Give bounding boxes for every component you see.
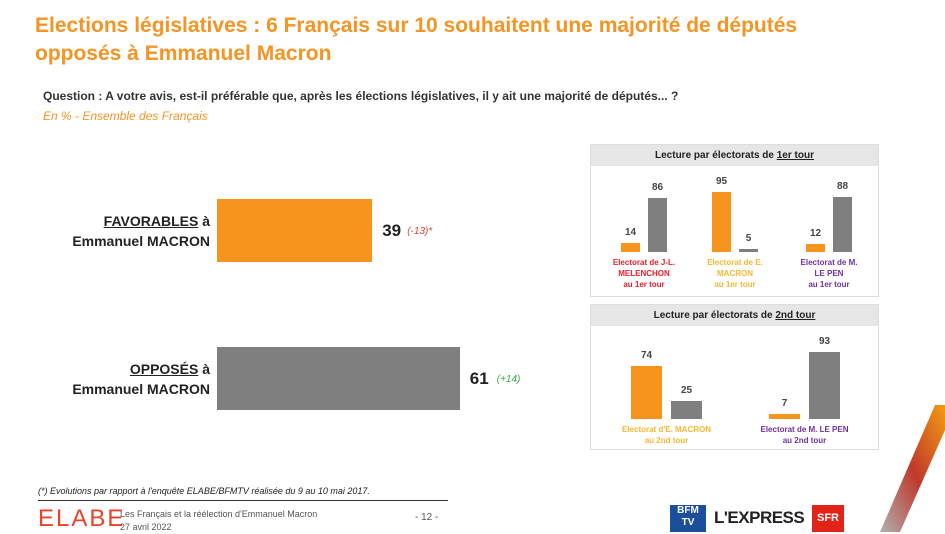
evolution-label: (+14) xyxy=(496,374,521,385)
sub-bar xyxy=(769,413,800,419)
sub-bar xyxy=(621,243,640,252)
second-round-panel: Lecture par électorats de 2nd tour 74 25 El… xyxy=(590,304,879,450)
category-label-line1: FAVORABLES à xyxy=(30,211,210,231)
sub-value-label: 12 xyxy=(809,228,822,240)
group-label-line: Electorat de M. xyxy=(800,258,858,267)
panel-header: Lecture par électorats de 1er tour xyxy=(591,145,878,166)
page-title: Elections législatives : 6 Français sur … xyxy=(35,14,798,65)
sub-bar xyxy=(833,196,852,252)
group-label-line: MELENCHON xyxy=(618,269,670,278)
elabe-logo: ELABE xyxy=(38,505,126,532)
group-label-line: LE PEN xyxy=(814,269,844,278)
group-label-line: au 1er tour xyxy=(623,280,665,289)
category-label-line2: Emmanuel MACRON xyxy=(72,381,210,397)
group-label-line: au 1er tour xyxy=(808,280,850,289)
sub-bar xyxy=(671,401,702,419)
sub-value-label: 95 xyxy=(715,176,728,188)
category-label-rest: à xyxy=(198,361,210,377)
sub-bar xyxy=(809,352,840,419)
footnote: (*) Evolutions par rapport à l'enquête E… xyxy=(38,486,370,496)
scope-text: En % - Ensemble des Français xyxy=(43,109,208,123)
footer-subtitle: Les Français et la réélection d'Emmanuel… xyxy=(120,508,317,534)
group-label-line: Electorat de E. xyxy=(707,258,763,267)
panel-title-underlined: 2nd tour xyxy=(775,310,816,321)
sub-value-label: 86 xyxy=(651,181,664,193)
lexpress-logo: L'EXPRESS xyxy=(714,508,805,527)
sub-bar xyxy=(648,197,667,252)
footer-study-title: Les Français et la réélection d'Emmanuel… xyxy=(120,509,318,519)
group-label: Electorat de J-L. MELENCHON au 1er tour xyxy=(584,257,704,290)
group-label-line: au 1er tour xyxy=(714,280,756,289)
panel-header: Lecture par électorats de 2nd tour xyxy=(591,305,878,326)
evolution-label: (-13)* xyxy=(407,226,433,237)
value-label: 39 xyxy=(382,221,402,240)
group-label: Electorat de E. MACRON au 1er tour xyxy=(675,257,795,290)
category-label-rest: à xyxy=(198,213,210,229)
main-bar xyxy=(217,199,373,262)
question-text: Question : A votre avis, est-il préférab… xyxy=(43,89,679,103)
group-label-line: Electorat de J-L. xyxy=(612,258,676,267)
sub-value-label: 14 xyxy=(624,227,637,239)
group-label-line: Electorat de M. LE PEN xyxy=(760,425,849,434)
group-label: Electorat de M. LE PEN au 2nd tour xyxy=(745,424,865,446)
category-label: FAVORABLES à Emmanuel MACRON xyxy=(30,211,210,251)
panel-title-underlined: 1er tour xyxy=(776,150,814,161)
main-bar xyxy=(217,347,460,410)
sub-bar xyxy=(631,365,662,419)
category-label-strong: FAVORABLES xyxy=(103,213,199,229)
group-label-line: au 2nd tour xyxy=(644,436,689,445)
group-label-line: MACRON xyxy=(717,269,753,278)
sub-bar xyxy=(806,244,825,252)
first-round-panel: Lecture par électorats de 1er tour 14 86 El… xyxy=(590,144,879,297)
footer-divider xyxy=(38,500,448,501)
category-label: OPPOSÉS à Emmanuel MACRON xyxy=(30,359,210,399)
group-label: Electorat d'E. MACRON au 2nd tour xyxy=(607,424,727,446)
group-label-line: au 2nd tour xyxy=(782,436,827,445)
value-label: 61 xyxy=(469,369,489,388)
corner-logo-icon xyxy=(880,405,945,532)
bfmtv-logo: BFM TV xyxy=(670,505,706,532)
category-label-line1: OPPOSÉS à xyxy=(30,359,210,379)
group-label-line: Electorat d'E. MACRON xyxy=(621,425,712,434)
sub-value-label: 93 xyxy=(818,336,831,348)
sfr-logo: SFR xyxy=(812,505,844,532)
group-label: Electorat de M. LE PEN au 1er tour xyxy=(769,257,889,290)
category-label-strong: OPPOSÉS xyxy=(129,361,199,377)
sub-value-label: 74 xyxy=(640,349,653,361)
category-label-line2: Emmanuel MACRON xyxy=(72,233,210,249)
sub-value-label: 5 xyxy=(745,232,752,244)
page-number: - 12 - xyxy=(415,512,439,523)
sub-value-label: 7 xyxy=(781,397,788,409)
footer-date: 27 avril 2022 xyxy=(120,522,172,532)
panel-title: Lecture par électorats de xyxy=(655,150,777,161)
panel-title: Lecture par électorats de xyxy=(653,310,776,321)
sub-value-label: 88 xyxy=(836,180,849,192)
sub-bar xyxy=(712,192,731,252)
sub-bar xyxy=(739,248,758,252)
sub-value-label: 25 xyxy=(680,385,693,396)
